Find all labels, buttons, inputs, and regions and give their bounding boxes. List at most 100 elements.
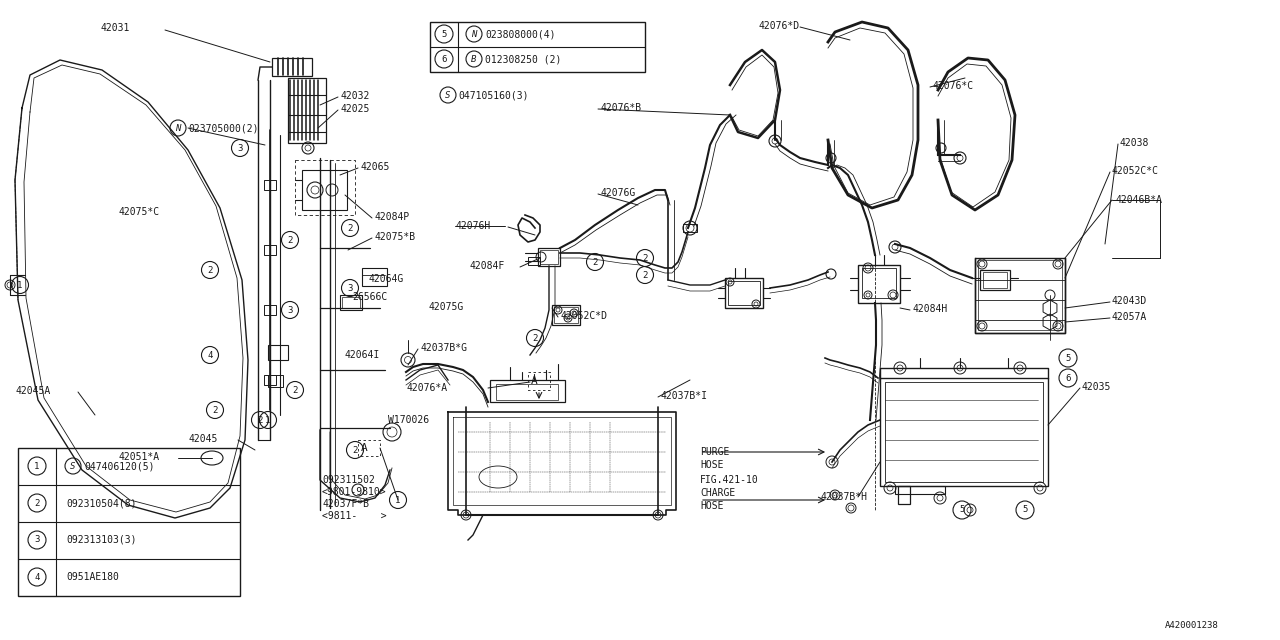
Text: 1: 1 [18, 280, 23, 289]
Text: 42057A: 42057A [1112, 312, 1147, 322]
Text: 42038: 42038 [1120, 138, 1149, 148]
Bar [884, 382, 1043, 482]
Bar [358, 440, 380, 456]
Bar [264, 305, 276, 315]
Text: 023705000(2): 023705000(2) [188, 123, 259, 133]
Text: HOSE: HOSE [700, 460, 723, 470]
Text: 42037B*H: 42037B*H [820, 492, 867, 502]
Text: 092313103(3): 092313103(3) [67, 535, 137, 545]
Bar [362, 268, 387, 286]
Text: 42064G: 42064G [369, 274, 403, 284]
Text: 42084F: 42084F [470, 261, 506, 271]
Text: 5: 5 [1065, 353, 1070, 362]
Text: S: S [70, 461, 76, 470]
Text: 42051*A: 42051*A [118, 452, 159, 462]
Bar [881, 378, 1048, 486]
Text: 2: 2 [212, 406, 218, 415]
Bar [18, 448, 241, 596]
Text: 3: 3 [237, 143, 243, 152]
Text: 3: 3 [35, 536, 40, 545]
Bar [538, 248, 561, 266]
Bar [430, 22, 645, 72]
Text: 6: 6 [1065, 374, 1070, 383]
Bar [552, 305, 580, 325]
Text: A: A [531, 376, 538, 386]
Bar [340, 295, 362, 310]
Text: 42037B*I: 42037B*I [660, 391, 707, 401]
Text: 42045A: 42045A [15, 386, 50, 396]
Bar [529, 257, 540, 265]
Text: <9811-    >: <9811- > [323, 511, 387, 521]
Text: 2: 2 [35, 499, 40, 508]
Text: N: N [471, 29, 476, 38]
Text: 42084P: 42084P [374, 212, 410, 222]
Bar [728, 281, 760, 305]
Text: 42032: 42032 [340, 91, 370, 101]
Text: 42064I: 42064I [344, 350, 379, 360]
Text: B: B [471, 54, 476, 63]
Text: 092310504(8): 092310504(8) [67, 498, 137, 508]
Text: 6: 6 [442, 54, 447, 63]
Text: 1: 1 [396, 495, 401, 504]
Text: 42076*C: 42076*C [932, 81, 973, 91]
Text: 4: 4 [207, 351, 212, 360]
Bar [975, 258, 1065, 333]
Bar [983, 272, 1007, 288]
Text: 2: 2 [643, 253, 648, 262]
Text: 42037F*B: 42037F*B [323, 499, 369, 509]
Text: 42075*B: 42075*B [374, 232, 415, 242]
Text: N: N [175, 124, 180, 132]
Text: A420001238: A420001238 [1165, 621, 1219, 630]
Text: 2: 2 [347, 223, 353, 232]
Bar [268, 345, 288, 360]
Text: 2: 2 [207, 266, 212, 275]
Text: 42076*A: 42076*A [407, 383, 448, 393]
Text: S: S [445, 90, 451, 99]
Bar [895, 486, 945, 494]
Text: 42065: 42065 [360, 162, 389, 172]
Text: 3: 3 [347, 284, 353, 292]
Bar [288, 78, 326, 143]
Bar [861, 268, 896, 298]
Text: 42075G: 42075G [428, 302, 463, 312]
Text: 42043D: 42043D [1112, 296, 1147, 306]
Text: 3: 3 [287, 305, 293, 314]
Text: 5: 5 [959, 506, 965, 515]
Bar [273, 58, 312, 76]
Text: 26566C: 26566C [352, 292, 388, 302]
Text: 42076G: 42076G [600, 188, 635, 198]
Text: 4: 4 [35, 573, 40, 582]
Text: 42084H: 42084H [913, 304, 947, 314]
Text: 2: 2 [593, 257, 598, 266]
Bar [554, 307, 579, 323]
Text: 023808000(4): 023808000(4) [485, 29, 556, 39]
Bar [490, 380, 564, 402]
Text: 42031: 42031 [100, 23, 129, 33]
Text: 2: 2 [532, 333, 538, 342]
Text: 5: 5 [1023, 506, 1028, 515]
Text: 42076*B: 42076*B [600, 103, 641, 113]
Text: 42075*C: 42075*C [118, 207, 159, 217]
Text: 5: 5 [442, 29, 447, 38]
Bar [540, 250, 558, 264]
Bar [268, 375, 283, 387]
Text: 2: 2 [352, 445, 357, 454]
Text: CHARGE: CHARGE [700, 488, 735, 498]
Text: FIG.421-10: FIG.421-10 [700, 475, 759, 485]
Bar [294, 160, 355, 215]
Bar [858, 265, 900, 303]
Bar [264, 375, 276, 385]
Text: PURGE: PURGE [700, 447, 730, 457]
Bar [342, 297, 360, 308]
Text: 0951AE180: 0951AE180 [67, 572, 119, 582]
Text: 047105160(3): 047105160(3) [458, 90, 529, 100]
Text: W170026: W170026 [388, 415, 429, 425]
Text: 42052C*C: 42052C*C [1112, 166, 1158, 176]
Text: 42045: 42045 [188, 434, 218, 444]
Text: 012308250 (2): 012308250 (2) [485, 54, 562, 64]
Bar [497, 384, 558, 400]
Text: 2: 2 [257, 415, 262, 424]
Text: 1: 1 [265, 415, 270, 424]
Text: 42035: 42035 [1082, 382, 1111, 392]
Text: 42076H: 42076H [454, 221, 490, 231]
